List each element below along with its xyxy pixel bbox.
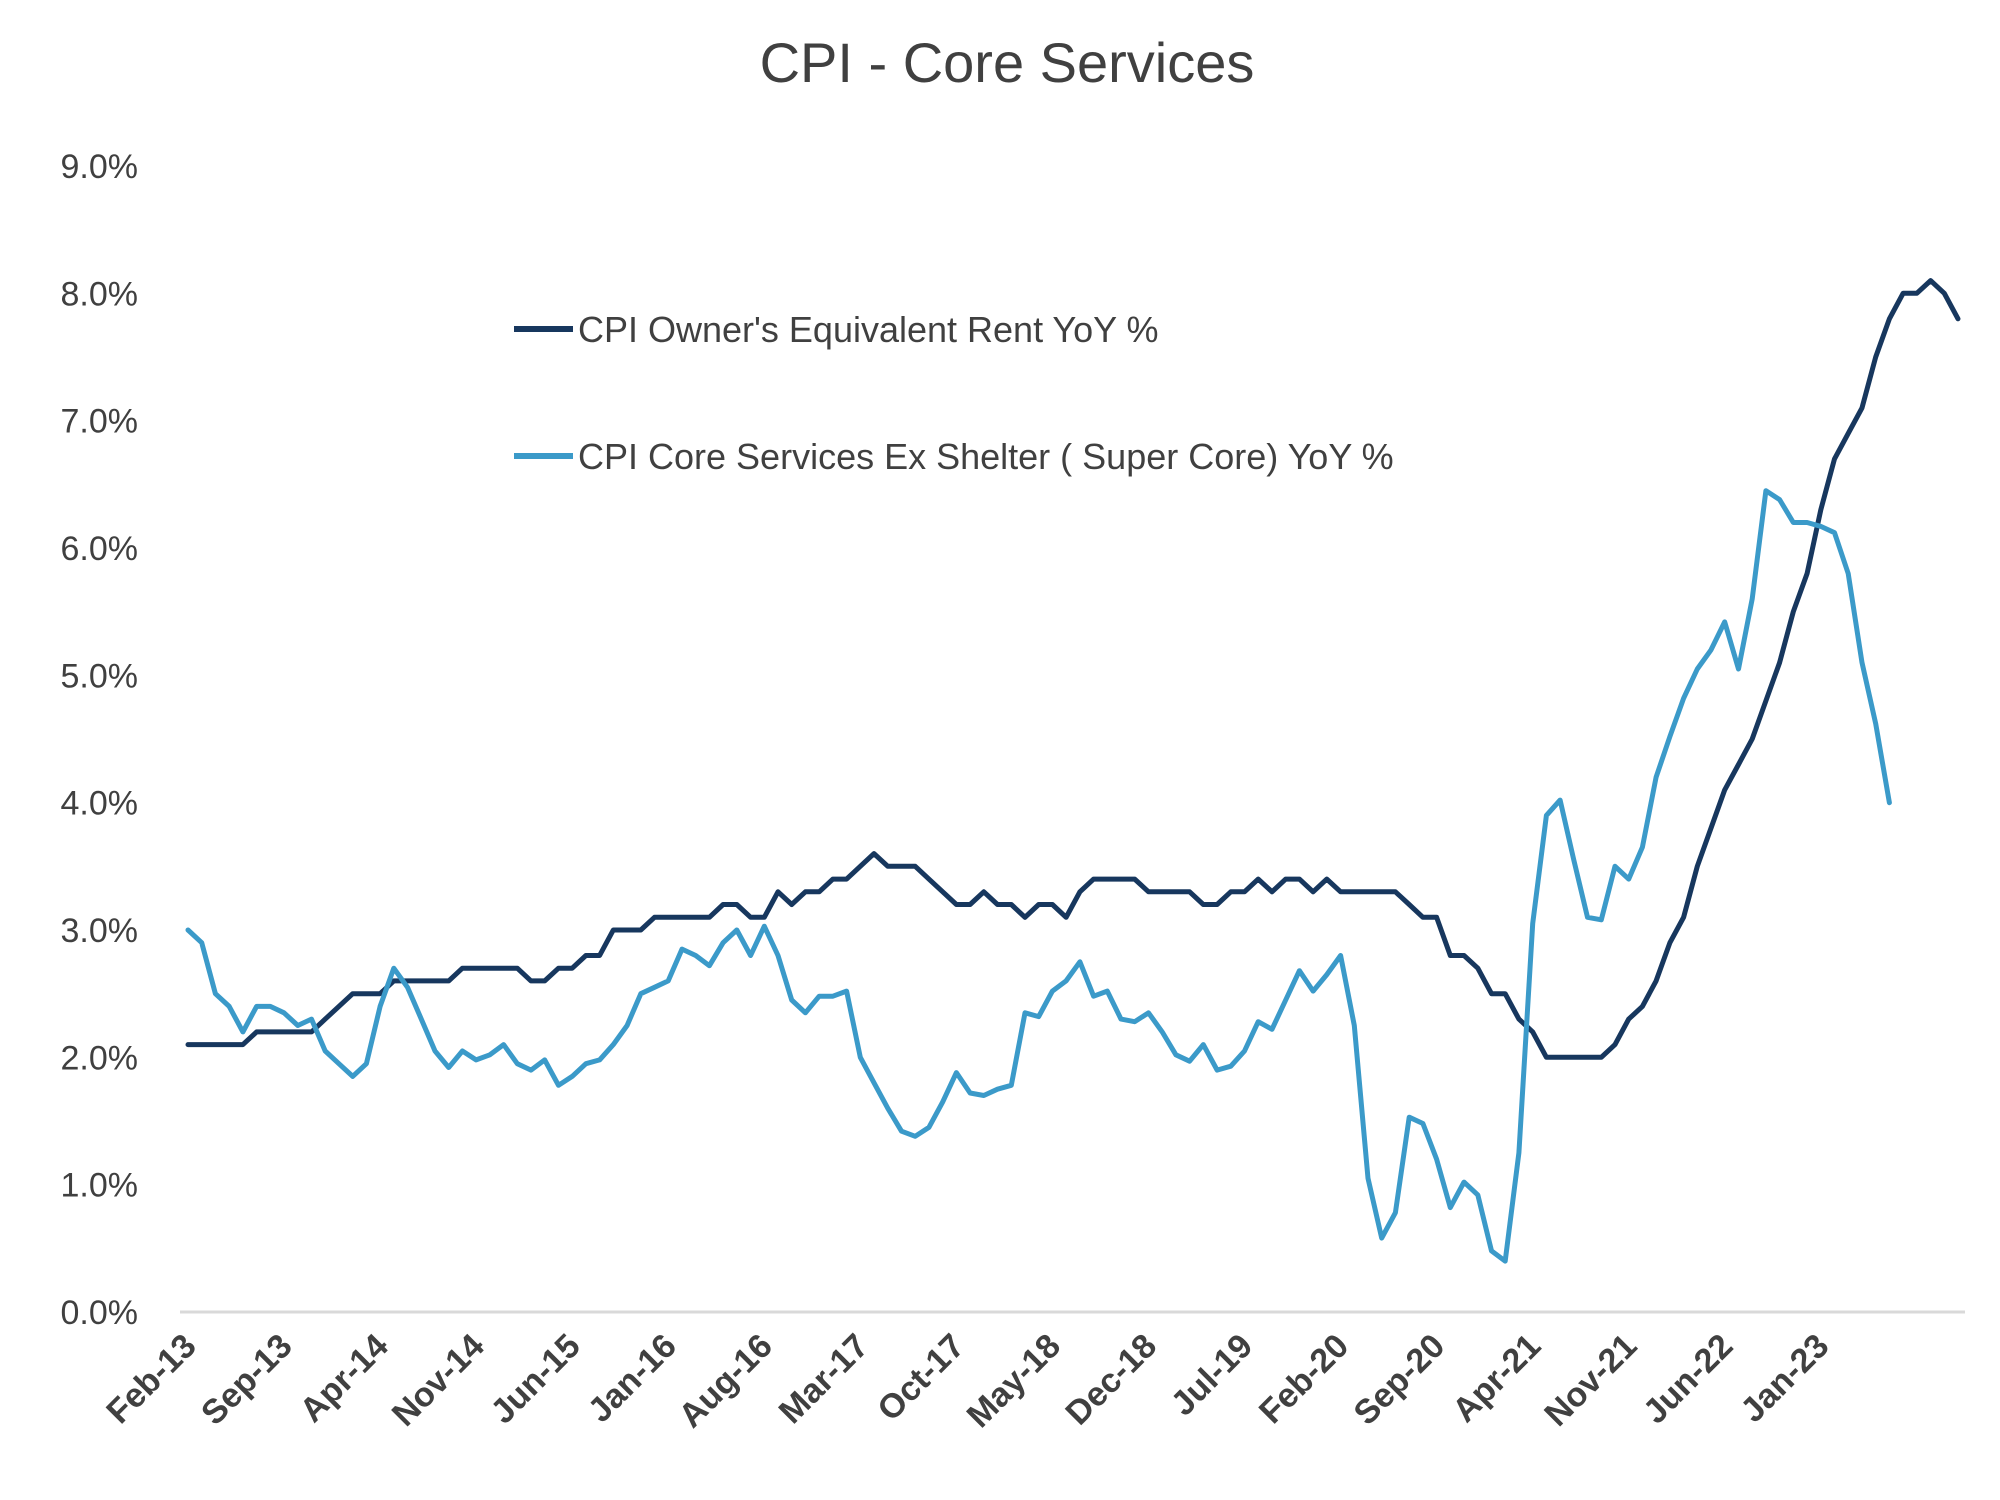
y-tick-label: 2.0% (61, 1039, 139, 1077)
x-tick-label: Sep-13 (194, 1327, 300, 1433)
x-tick-label: Feb-13 (99, 1327, 203, 1431)
x-tick-label: Sep-20 (1347, 1327, 1453, 1433)
y-tick-label: 8.0% (61, 275, 139, 313)
y-tick-label: 7.0% (61, 403, 139, 441)
x-tick-label: Jun-22 (1636, 1327, 1740, 1431)
y-tick-label: 1.0% (61, 1167, 139, 1205)
chart-title: CPI - Core Services (760, 31, 1255, 94)
series-lines (185, 278, 1961, 1264)
y-tick-label: 0.0% (61, 1294, 139, 1332)
x-tick-label: Aug-16 (672, 1327, 780, 1435)
x-tick-label: Mar-17 (772, 1327, 876, 1431)
y-tick-label: 9.0% (61, 148, 139, 186)
x-tick-label: Jan-16 (581, 1327, 684, 1430)
x-tick-label: Feb-20 (1252, 1327, 1356, 1431)
y-tick-label: 4.0% (61, 785, 139, 823)
y-tick-label: 5.0% (61, 657, 139, 695)
series-line-super-core (185, 488, 1892, 1264)
x-tick-label: Nov-21 (1537, 1327, 1644, 1434)
y-axis: 0.0% 1.0% 2.0% 3.0% 4.0% 5.0% 6.0% 7.0% 8.0% 9.0% (61, 148, 139, 1332)
legend: CPI Owner's Equivalent Rent YoY % CPI Co… (514, 309, 1394, 477)
x-tick-label: Jan-23 (1733, 1327, 1836, 1430)
legend-label-owners-equivalent-rent: CPI Owner's Equivalent Rent YoY % (578, 309, 1159, 350)
x-tick-label: Jun-15 (483, 1327, 587, 1431)
x-tick-label: May-18 (960, 1327, 1068, 1435)
x-tick-label: Oct-17 (870, 1327, 972, 1429)
x-tick-label: Apr-21 (1445, 1327, 1548, 1430)
x-tick-label: Jul-19 (1164, 1327, 1260, 1423)
x-tick-label: Apr-14 (293, 1327, 396, 1430)
x-tick-label: Nov-14 (385, 1327, 492, 1434)
legend-label-super-core: CPI Core Services Ex Shelter ( Super Cor… (578, 436, 1394, 477)
series-line-owners-equivalent-rent (185, 278, 1961, 1060)
x-axis: Feb-13Sep-13Apr-14Nov-14Jun-15Jan-16Aug-… (99, 1327, 1836, 1435)
x-tick-label: Dec-18 (1058, 1327, 1164, 1433)
y-tick-label: 6.0% (61, 530, 139, 568)
y-tick-label: 3.0% (61, 912, 139, 950)
